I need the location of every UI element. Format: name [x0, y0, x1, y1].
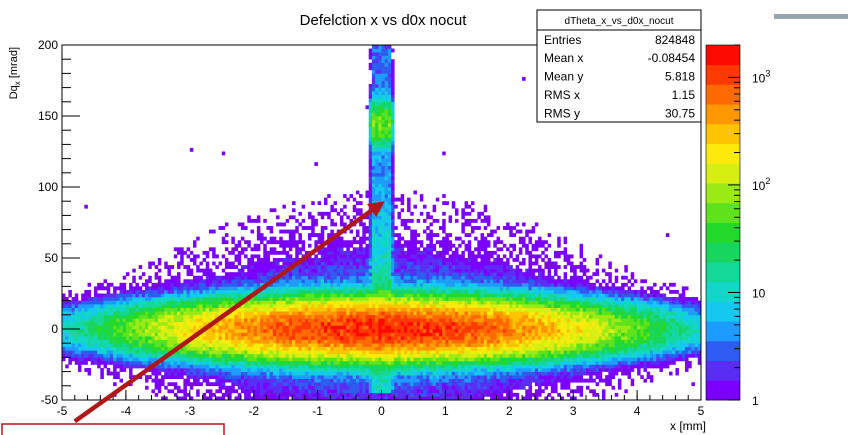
color-scale-step [706, 301, 740, 322]
color-scale: 1 10 102 103 [705, 44, 770, 408]
stats-frame [536, 9, 702, 123]
stats-value: 824848 [655, 33, 695, 47]
y-axis-label: Dqx [mrad] [8, 47, 22, 99]
color-scale-step [706, 242, 740, 263]
x-tick-label: 4 [634, 404, 641, 418]
stats-value: -0.08454 [648, 51, 696, 65]
z-tick-label: 10 [752, 286, 766, 300]
color-scale-step [706, 360, 740, 381]
x-tick-label: -3 [184, 404, 195, 418]
stats-label: RMS x [544, 88, 580, 102]
z-tick-label: 1 [752, 394, 759, 408]
x-tick-label: 2 [506, 404, 513, 418]
color-scale-step [706, 163, 740, 184]
y-tick-label: 50 [45, 251, 59, 265]
stats-value: 1.15 [672, 88, 696, 102]
color-scale-step [706, 123, 740, 145]
x-axis: -5 -4 -3 -2 -1 0 1 2 3 4 5x [mm] [57, 390, 706, 433]
annotation-arrow [73, 201, 385, 424]
x-tick-label: 0 [378, 404, 385, 418]
annotation-box [1, 423, 225, 435]
y-tick-label: 100 [38, 180, 58, 194]
z-tick-label: 102 [752, 176, 770, 193]
color-scale-step [706, 143, 740, 164]
x-tick-label: -4 [121, 404, 132, 418]
stats-label: Mean x [544, 51, 583, 65]
color-scale-step [706, 104, 740, 125]
arrow-head [367, 201, 385, 217]
color-scale-frame [705, 44, 741, 401]
color-scale-step [706, 340, 740, 361]
stats-value: 30.75 [665, 106, 695, 120]
color-scale-step [706, 64, 740, 85]
color-scale-step [706, 84, 740, 105]
x-tick-label: 5 [698, 404, 705, 418]
y-tick-label: 200 [38, 38, 58, 52]
color-scale-step [706, 321, 740, 342]
z-tick-label: 103 [752, 68, 770, 85]
stats-box: dTheta_x_vs_d0x_nocut Entries 824848 Mean x… [536, 9, 702, 123]
color-scale-step [706, 261, 740, 283]
x-tick-label: -5 [57, 404, 68, 418]
color-scale-step [706, 281, 740, 302]
y-tick-label: 150 [38, 109, 58, 123]
y-tick-label: -50 [41, 393, 59, 407]
color-scale-step [706, 45, 740, 66]
x-tick-label: 3 [570, 404, 577, 418]
stats-label: RMS y [544, 106, 580, 120]
y-tick-label: 0 [51, 322, 58, 336]
x-axis-label: x [mm] [670, 419, 706, 433]
chart-title: Defelction x vs d0x nocut [300, 12, 468, 29]
arrow-shaft [73, 208, 373, 424]
density-cells [62, 45, 702, 401]
color-scale-step [706, 183, 740, 204]
stats-value: 5.818 [665, 70, 695, 84]
color-scale-step [706, 222, 740, 243]
stats-name: dTheta_x_vs_d0x_nocut [565, 16, 674, 27]
color-scale-step [706, 380, 740, 401]
corner-strip [774, 14, 848, 19]
x-tick-label: 1 [442, 404, 449, 418]
x-tick-label: -1 [312, 404, 323, 418]
color-scale-step [706, 202, 740, 223]
x-tick-label: -2 [248, 404, 259, 418]
y-axis: -50 0 50 100 150 200 Dqx [mrad] [8, 38, 80, 407]
stats-label: Entries [544, 33, 581, 47]
stats-label: Mean y [544, 70, 583, 84]
